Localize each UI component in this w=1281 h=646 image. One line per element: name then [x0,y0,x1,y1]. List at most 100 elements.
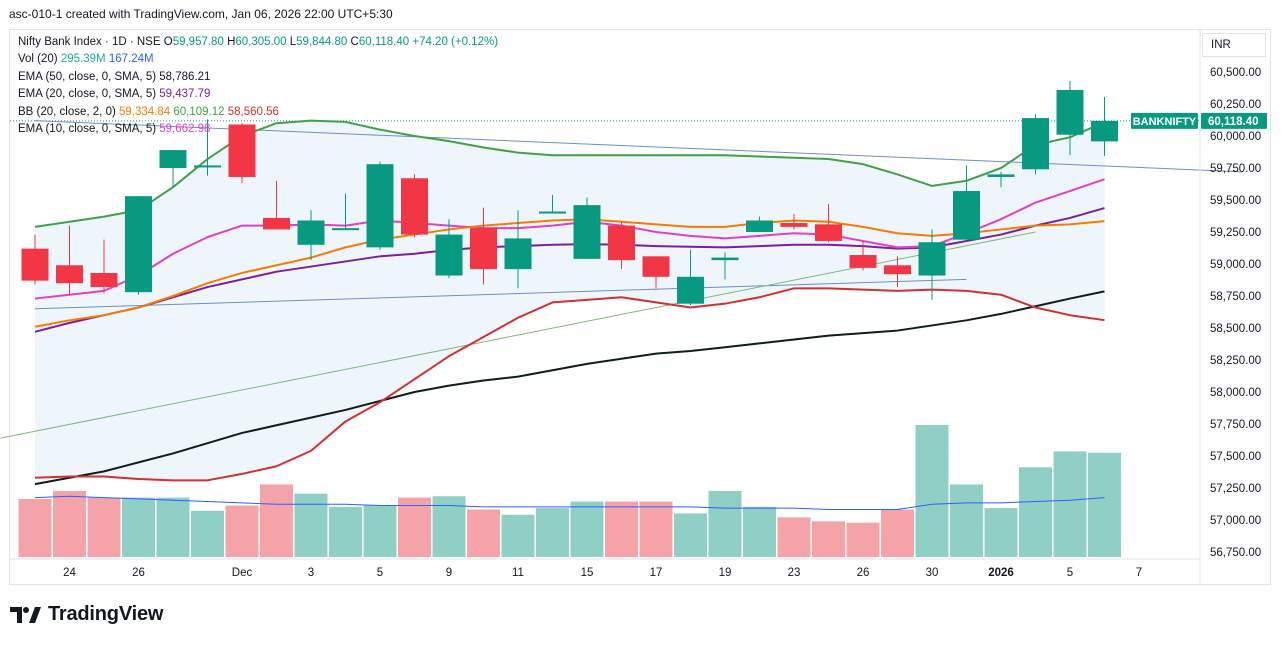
ema10-value: 59,662.98 [159,123,211,136]
candle-body [1091,120,1118,142]
volume-bar [18,498,52,557]
volume-bar [156,497,190,557]
volume-bar [777,517,811,557]
candle-body [56,265,83,284]
volume-bar [294,493,328,557]
x-axis-tick-label: 5 [1067,567,1073,579]
chart-frame [9,29,1271,585]
volume-bar [260,484,293,557]
candle-body [1056,89,1084,135]
bb-lower-line [34,287,1105,482]
candle-body [918,242,946,276]
y-axis-tick-label: 60,500.00 [1210,67,1261,79]
ohlc-close: C60,118.40 [350,36,410,48]
price-badge-value: 60,118.40 [1208,116,1259,128]
candle-body [90,272,118,288]
candle-body [21,248,49,281]
bb-basis-value: 59,334.84 [119,105,171,118]
ema50-value: 58,786.21 [159,70,211,83]
volume-bar [122,497,155,557]
volume-bar [570,501,604,557]
y-axis-tick-label: 58,000.00 [1210,387,1261,399]
y-axis-tick-label: 59,000.00 [1210,259,1261,271]
volume-bar [1088,452,1121,557]
x-axis-tick-label: 24 [63,567,76,579]
y-axis-tick-label: 58,500.00 [1210,323,1261,335]
y-axis-tick-label: 56,750.00 [1210,547,1261,559]
volume-bar [467,509,500,557]
ema20-value: 59,437.79 [159,88,211,101]
y-axis-tick-label: 60,000.00 [1210,131,1261,143]
candle-body [504,238,532,270]
volume-bar [501,514,535,557]
x-axis-tick-label: 7 [1136,567,1142,579]
legend-ema50-row[interactable]: EMA (50, close, 0, SMA, 5) 58,786.21 [18,69,498,86]
volume-bar [536,508,569,557]
candle-body [366,164,394,248]
candle-body [194,165,221,168]
bb-label: BB (20, close, 2, 0) [18,105,116,118]
y-axis-tick-label: 59,250.00 [1210,227,1261,239]
vol-label: Vol (20) [18,53,58,66]
ema10-label: EMA (10, close, 0, SMA, 5) [18,123,157,136]
y-axis-tick-label: 58,750.00 [1210,291,1261,303]
candle-body [815,224,842,241]
candle-body [159,150,187,168]
x-axis-tick-label: 26 [857,567,870,579]
ohlc-open: O59,957.80 [163,36,224,48]
vol-ma-value: 167.24M [108,53,154,66]
volume-bar [1019,467,1052,557]
candle-body [987,174,1015,177]
currency-selector[interactable]: INR [1202,33,1266,57]
volume-bar [53,491,86,557]
volume-bar [743,506,776,557]
tradingview-logo[interactable]: TradingView [10,603,163,626]
candle-body [539,211,566,214]
y-axis-tick-label: 57,250.00 [1210,483,1261,495]
volume-bar [191,510,224,557]
symbol-badge-label: BANKNIFTY [1133,116,1197,128]
bb-lower-value: 58,560.56 [227,105,279,118]
y-axis-tick-label: 59,500.00 [1210,195,1261,207]
legend-symbol-row[interactable]: Nifty Bank Index · 1D · NSE O59,957.80 H… [18,34,498,51]
x-axis-tick-label: 2026 [988,567,1014,579]
bb-upper-value: 60,109.12 [173,105,225,118]
volume-bar [846,522,880,557]
candle-body [401,178,428,235]
candle-body [297,220,325,245]
y-axis-tick-label: 58,250.00 [1210,355,1261,367]
volume-bar [639,501,673,557]
volume-bar [708,491,742,557]
candle-body [608,225,635,261]
volume-bar [225,505,259,557]
legend-bb-row[interactable]: BB (20, close, 2, 0) 59,334.84 60,109.12… [18,104,498,121]
symbol-badge-bg [1131,112,1198,129]
symbol-title[interactable]: Nifty Bank Index · 1D · NSE [18,36,161,48]
y-axis-tick-label: 57,500.00 [1210,451,1261,463]
volume-bar [398,497,431,557]
volume-bar [812,521,845,557]
legend-volume-row[interactable]: Vol (20) 295.39M 167.24M [18,51,498,68]
x-axis-tick-label: Dec [232,567,253,579]
top-caption: asc-010-1 created with TradingView.com, … [9,7,393,21]
tradingview-logo-icon [10,606,41,623]
bb-basis-line [34,218,1105,328]
ema50-label: EMA (50, close, 0, SMA, 5) [18,70,157,83]
candle-body [642,256,670,277]
candle-body [677,276,704,304]
price-badge-bg [1201,112,1267,129]
x-axis-tick-label: 23 [788,567,801,579]
candle-body [125,196,152,293]
legend-ema10-row[interactable]: EMA (10, close, 0, SMA, 5) 59,662.98 [18,121,498,138]
bb-upper-line [34,119,1105,228]
ohlc-high: H60,305.00 [227,36,287,48]
chart-legend: Nifty Bank Index · 1D · NSE O59,957.80 H… [18,34,498,138]
volume-bar [915,425,949,557]
y-axis-tick-label: 60,250.00 [1210,99,1261,111]
candle-body [849,255,877,268]
legend-ema20-row[interactable]: EMA (20, close, 0, SMA, 5) 59,437.79 [18,86,498,103]
candle-body [470,228,497,270]
ema50-line [34,290,1105,486]
volume-bar [87,497,121,557]
